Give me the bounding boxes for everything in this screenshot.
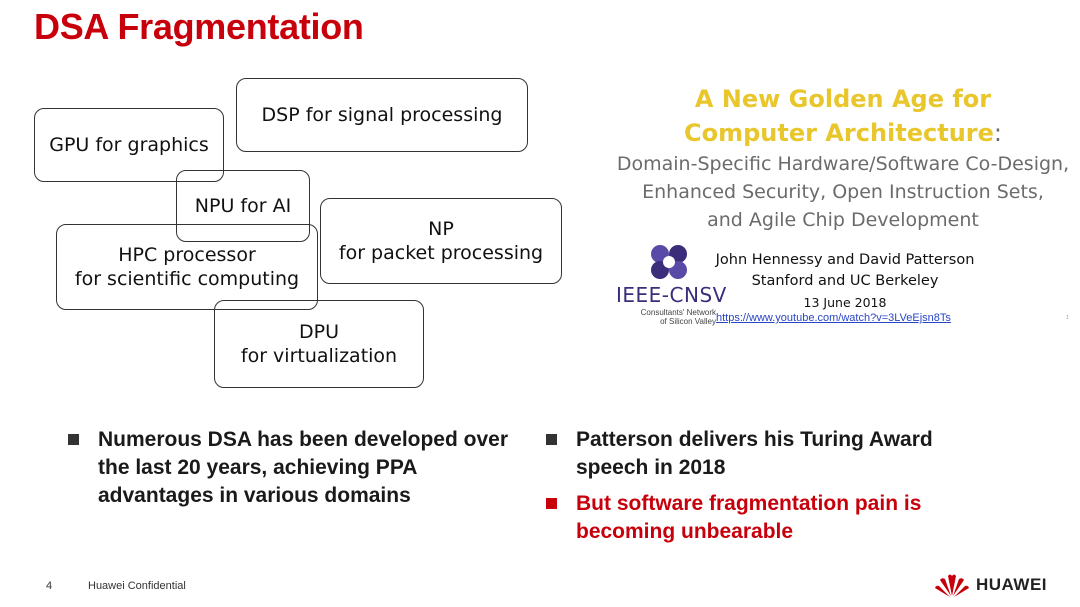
box-hpc: HPC processor for scientific computing <box>56 224 318 310</box>
talk-subtitle-1: Domain-Specific Hardware/Software Co-Des… <box>616 153 1070 175</box>
talk-authors: John Hennessy and David Patterson Stanfo… <box>700 250 990 313</box>
huawei-brand: HUAWEI <box>976 575 1047 594</box>
box-dpu: DPU for virtualization <box>214 300 424 388</box>
box-hpc-line1: HPC processor <box>118 244 256 266</box>
box-np-line2: for packet processing <box>338 242 544 264</box>
bullet-patterson-text: Patterson delivers his Turing Award spee… <box>576 428 933 479</box>
bullet-square-icon <box>68 434 79 445</box>
authors-names: John Hennessy and David Patterson <box>715 252 975 268</box>
ieee-sub-line1: Consultants' Network <box>640 308 716 317</box>
page-number: 4 <box>46 580 53 592</box>
youtube-link[interactable]: https://www.youtube.com/watch?v=3LVeEjsn… <box>716 312 951 324</box>
talk-subtitle-2: Enhanced Security, Open Instruction Sets… <box>642 181 1044 203</box>
box-dsp: DSP for signal processing <box>236 78 528 152</box>
box-dsp-label: DSP for signal processing <box>261 104 503 126</box>
bullets-left: Numerous DSA has been developed over the… <box>68 426 528 518</box>
box-dpu-line1: DPU <box>299 321 339 343</box>
box-np-line1: NP <box>428 218 454 240</box>
bullets-right: Patterson delivers his Turing Award spee… <box>546 426 986 554</box>
ieee-cnsv-logo-icon <box>651 245 687 279</box>
talk-subtitle-3: and Agile Chip Development <box>707 209 979 231</box>
box-gpu: GPU for graphics <box>34 108 224 182</box>
box-npu-label: NPU for AI <box>194 195 292 217</box>
ieee-cnsv-subtitle: Consultants' Network of Silicon Valley <box>620 308 716 326</box>
talk-title-line2: Computer Architecture: <box>600 116 1080 150</box>
talk-title-colon: : <box>993 119 1002 147</box>
bullet-square-icon <box>546 498 557 509</box>
bullet-dsa: Numerous DSA has been developed over the… <box>68 426 528 510</box>
talk-title-line2-text: Computer Architecture <box>683 119 994 147</box>
slide-title: DSA Fragmentation <box>34 6 364 47</box>
bullet-fragmentation: But software fragmentation pain is becom… <box>546 490 986 546</box>
authors-affiliation: Stanford and UC Berkeley <box>751 273 939 289</box>
bullet-dsa-text: Numerous DSA has been developed over the… <box>98 428 509 507</box>
talk-title-line1: A New Golden Age for <box>694 85 992 113</box>
bullet-square-icon <box>546 434 557 445</box>
box-hpc-line2: for scientific computing <box>74 268 300 290</box>
talk-date: 13 June 2018 <box>803 295 887 310</box>
tiny-mark: 1 <box>1066 315 1069 321</box>
talk-block: A New Golden Age for Computer Architectu… <box>600 82 1080 234</box>
footer-confidential: Huawei Confidential <box>88 580 186 592</box>
box-dpu-line2: for virtualization <box>240 345 398 367</box>
huawei-logo-icon <box>935 574 969 597</box>
ieee-sub-line2: of Silicon Valley <box>660 317 716 326</box>
box-npu: NPU for AI <box>176 170 310 242</box>
box-np: NP for packet processing <box>320 198 562 284</box>
ieee-cnsv-name: IEEE-CNSV <box>616 283 727 307</box>
bullet-fragmentation-text: But software fragmentation pain is becom… <box>576 492 922 543</box>
box-gpu-label: GPU for graphics <box>49 134 209 156</box>
bullet-patterson: Patterson delivers his Turing Award spee… <box>546 426 986 482</box>
